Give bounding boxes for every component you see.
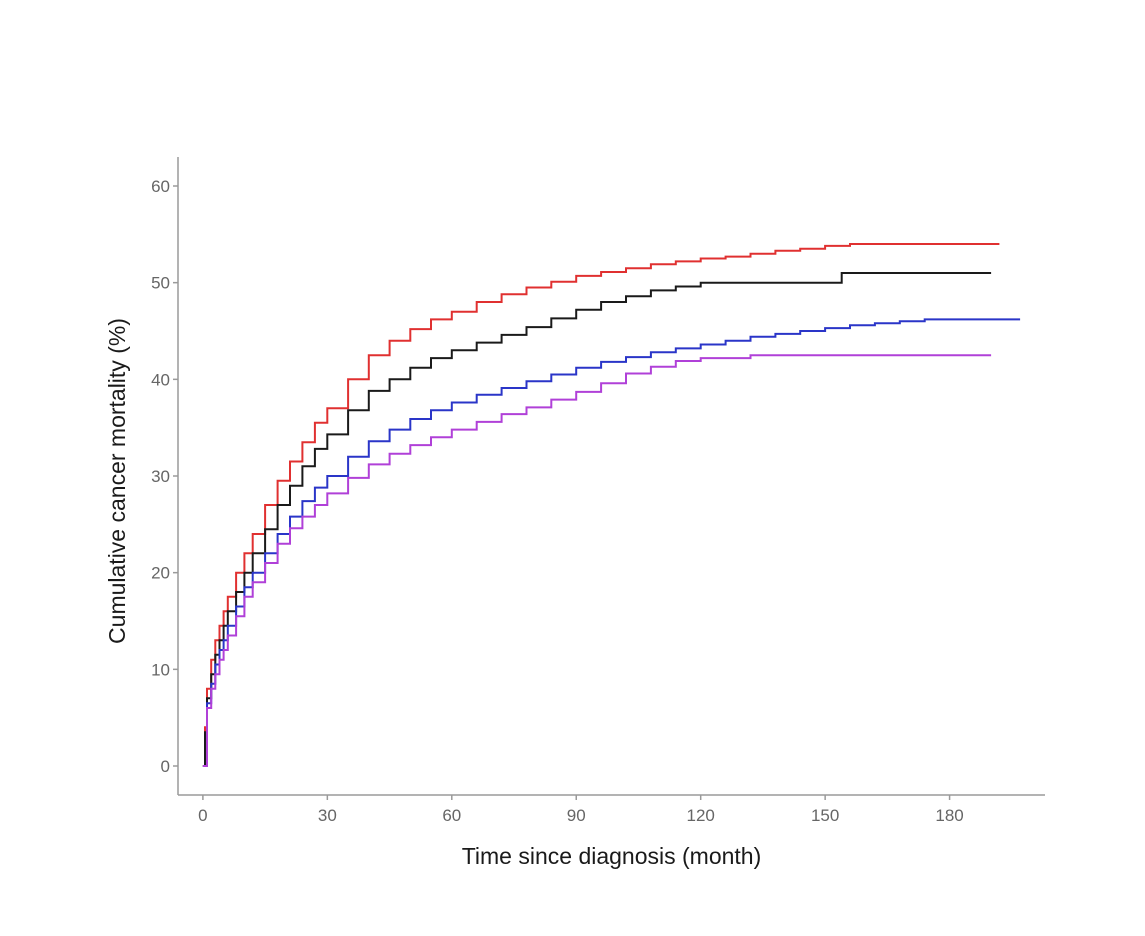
x-tick-label: 30 <box>318 806 337 825</box>
x-tick-label: 150 <box>811 806 839 825</box>
x-tick-label: 120 <box>687 806 715 825</box>
y-tick-label: 10 <box>151 660 170 679</box>
x-tick-label: 90 <box>567 806 586 825</box>
y-tick-label: 20 <box>151 564 170 583</box>
y-tick-label: 30 <box>151 467 170 486</box>
x-tick-label: 180 <box>935 806 963 825</box>
plot-area <box>202 243 1021 767</box>
x-axis-title: Time since diagnosis (month) <box>462 843 762 869</box>
series-line-4 <box>202 354 992 767</box>
y-tick-label: 60 <box>151 177 170 196</box>
y-tick-label: 40 <box>151 370 170 389</box>
y-tick-label: 0 <box>161 757 170 776</box>
x-tick-label: 60 <box>442 806 461 825</box>
series-group <box>202 243 1021 767</box>
y-tick-label: 50 <box>151 274 170 293</box>
y-axis-title: Cumulative cancer mortality (%) <box>104 318 130 644</box>
series-line-3 <box>202 318 1021 767</box>
series-line-2 <box>202 272 992 767</box>
y-axis-ticks: 0 10 20 30 40 50 60 <box>151 177 178 776</box>
x-tick-label: 0 <box>198 806 207 825</box>
x-axis-ticks: 0 30 60 90 120 150 180 <box>198 795 964 825</box>
